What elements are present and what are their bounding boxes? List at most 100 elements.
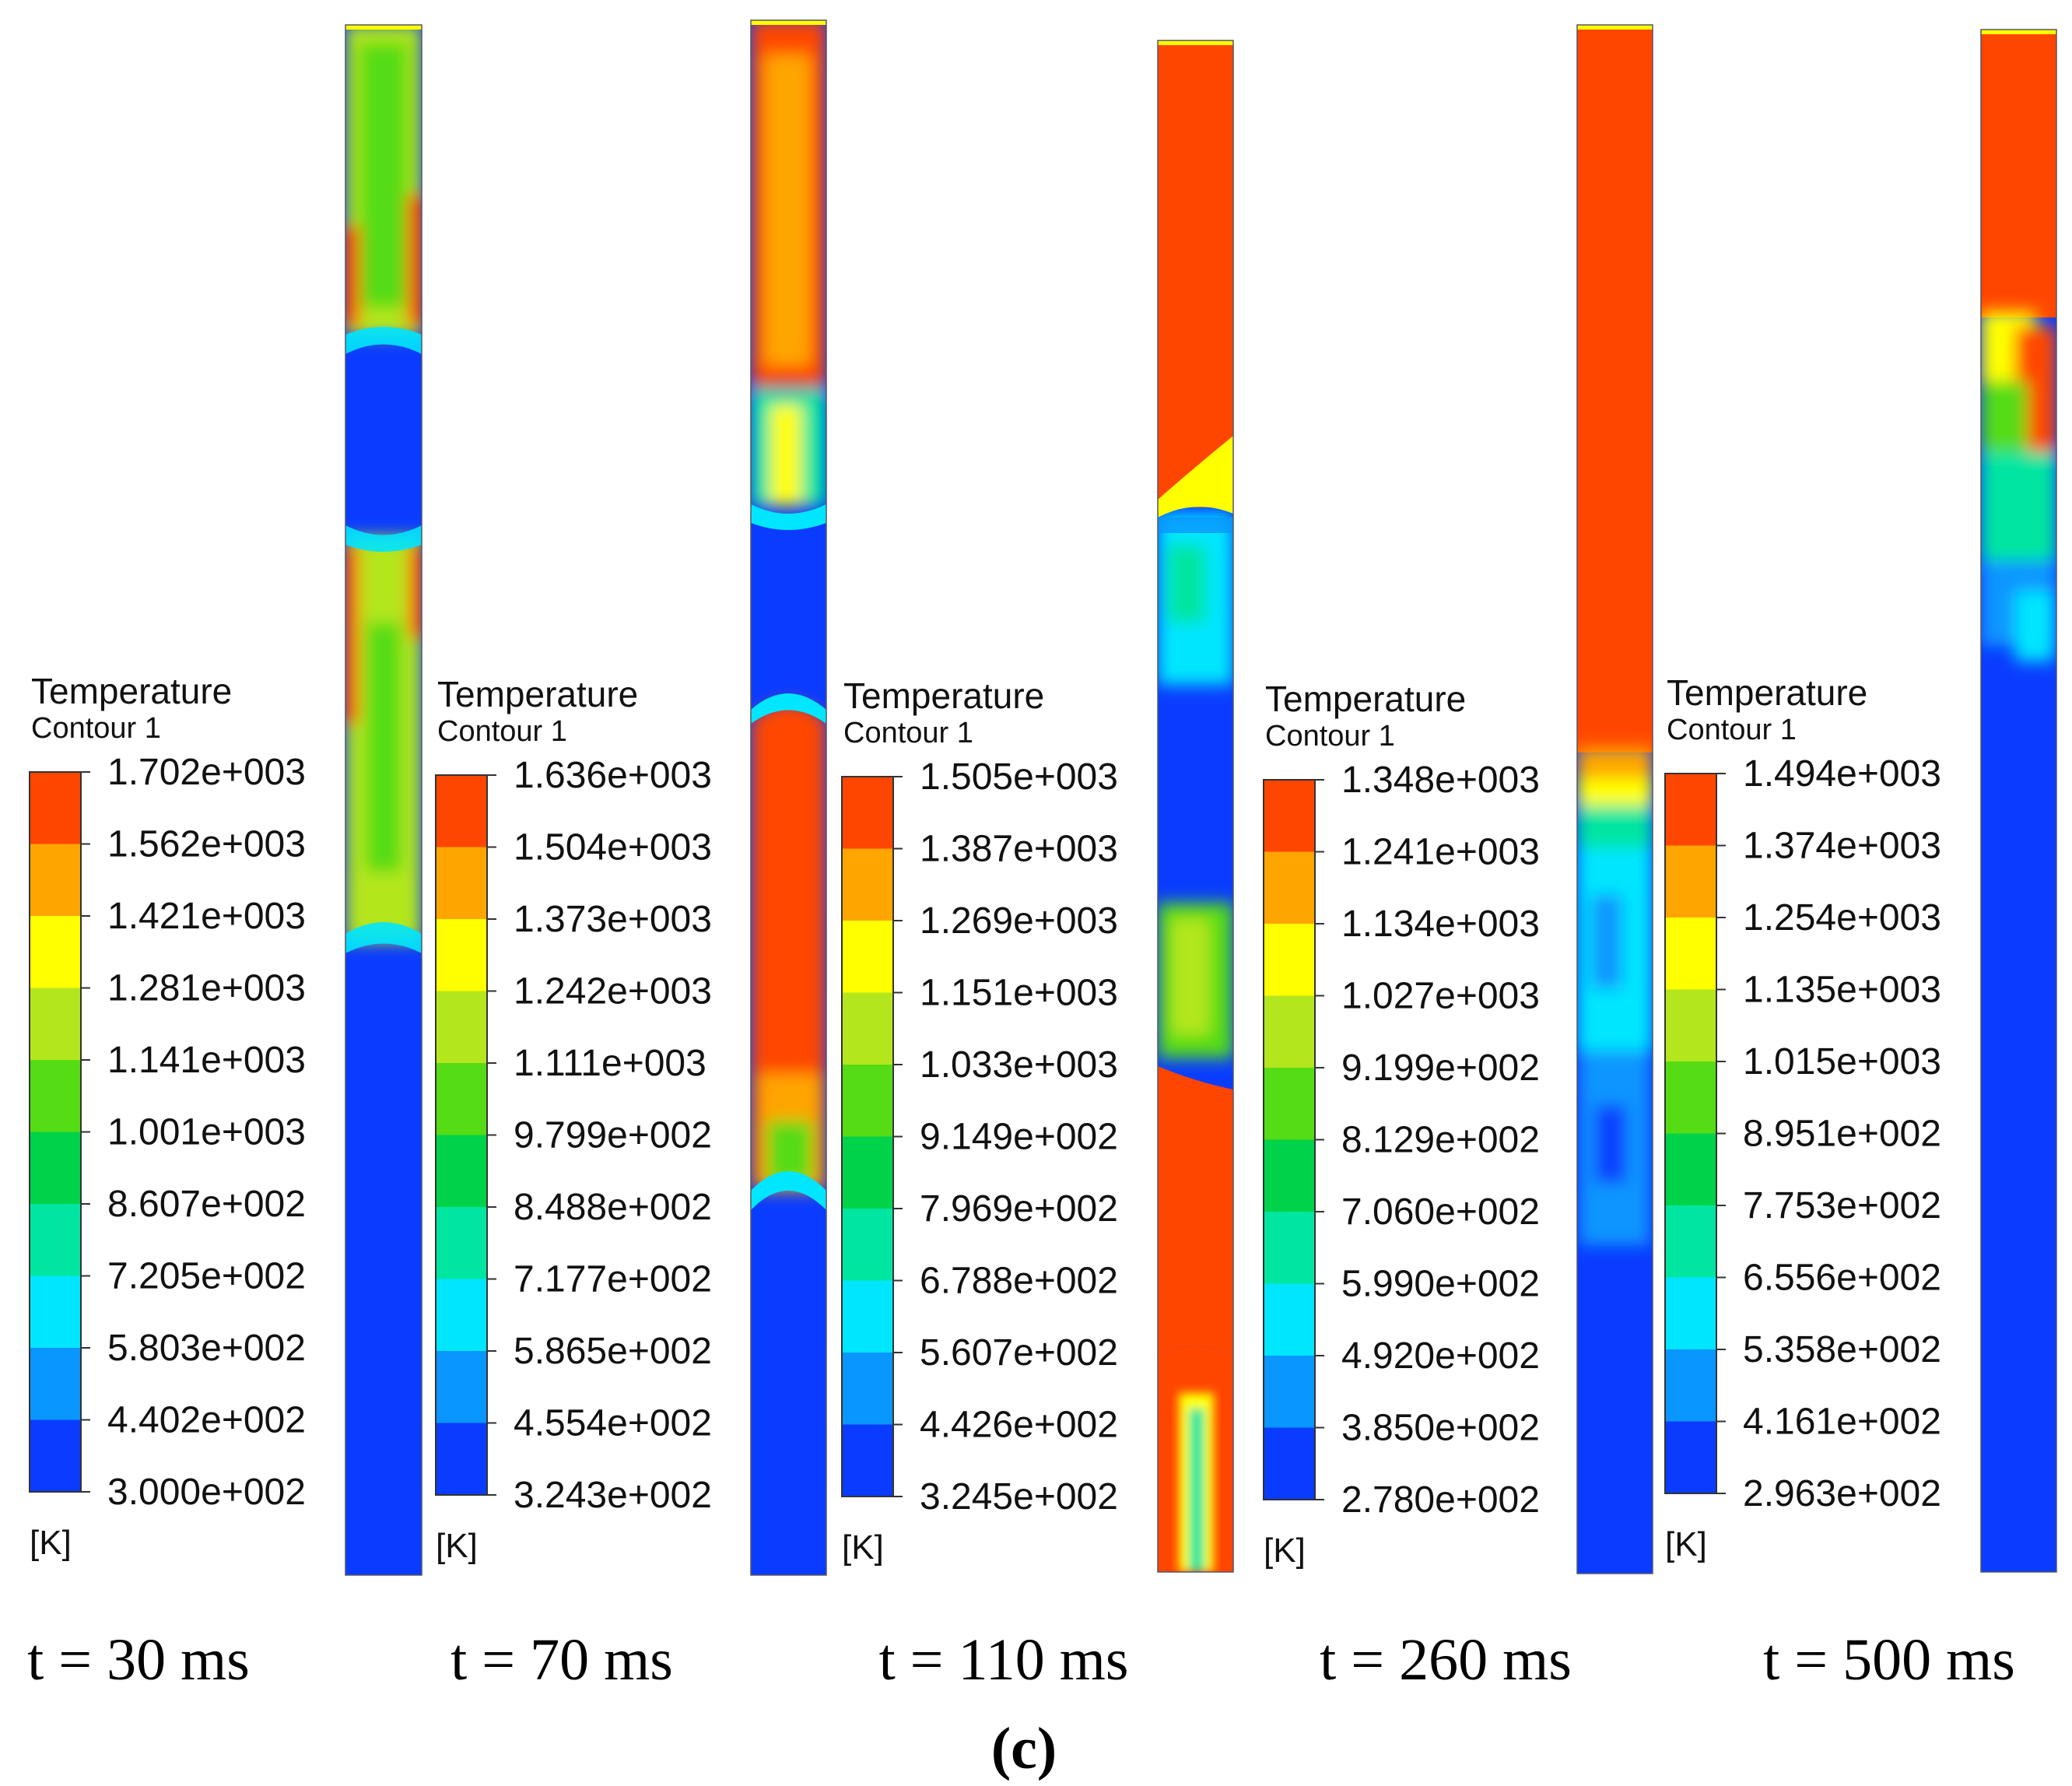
legend-level-label: 1.636e+003 bbox=[514, 755, 712, 796]
legend-level-label: 1.242e+003 bbox=[514, 971, 712, 1012]
figure-label: (c) bbox=[991, 1716, 1057, 1781]
legend-level-label: 3.243e+002 bbox=[514, 1475, 712, 1516]
legend-swatch bbox=[1665, 774, 1716, 846]
legend-level-label: 1.135e+003 bbox=[1743, 970, 1941, 1011]
legend-level-label: 9.799e+002 bbox=[514, 1115, 712, 1156]
legend-swatch bbox=[30, 844, 81, 917]
legend-level-label: 7.177e+002 bbox=[514, 1259, 712, 1300]
legend-swatch bbox=[842, 848, 893, 921]
legend-title: Temperature bbox=[843, 675, 1044, 716]
legend-swatch bbox=[436, 847, 487, 920]
legend-swatch bbox=[1665, 1133, 1716, 1206]
legend-level-label: 2.780e+002 bbox=[1341, 1479, 1540, 1521]
legend-swatch bbox=[30, 988, 81, 1061]
legend-swatch bbox=[1264, 1283, 1315, 1356]
legend-swatch bbox=[842, 1424, 893, 1497]
contour-column-1 bbox=[345, 25, 422, 1575]
legend-level-label: 1.494e+003 bbox=[1743, 753, 1941, 795]
legend-unit: [K] bbox=[1665, 1525, 1707, 1563]
legend-swatch bbox=[436, 1351, 487, 1423]
legend-subtitle: Contour 1 bbox=[1265, 720, 1395, 753]
legend-swatch bbox=[842, 1065, 893, 1137]
legend-swatch bbox=[1665, 989, 1716, 1062]
legend-swatch bbox=[30, 1419, 81, 1493]
legend-level-label: 7.205e+002 bbox=[107, 1256, 306, 1297]
contour-column-2 bbox=[751, 20, 826, 1575]
legend-swatch bbox=[842, 921, 893, 993]
legend-level-label: 1.151e+003 bbox=[920, 973, 1118, 1014]
contour-column-3 bbox=[1158, 40, 1233, 1572]
legend-unit: [K] bbox=[842, 1528, 884, 1567]
legend-swatch bbox=[1665, 845, 1716, 918]
legend-level-label: 1.254e+003 bbox=[1743, 897, 1941, 939]
legend-swatch bbox=[436, 991, 487, 1064]
legend-swatch bbox=[30, 1204, 81, 1276]
legend-swatch bbox=[1264, 1212, 1315, 1284]
legend-level-label: 3.850e+002 bbox=[1341, 1408, 1540, 1449]
legend-level-label: 4.554e+002 bbox=[514, 1403, 712, 1444]
contour-column-5 bbox=[1981, 30, 2056, 1572]
legend-level-label: 5.990e+002 bbox=[1341, 1264, 1540, 1305]
legend-level-label: 1.269e+003 bbox=[920, 900, 1118, 942]
time-label-3: t = 110 ms bbox=[879, 1627, 1129, 1693]
legend-swatch bbox=[436, 1279, 487, 1352]
legend-swatch bbox=[1264, 924, 1315, 996]
legend-swatch bbox=[30, 1132, 81, 1205]
legend-swatch bbox=[1264, 995, 1315, 1068]
time-label-1: t = 30 ms bbox=[27, 1627, 250, 1693]
legend-subtitle: Contour 1 bbox=[843, 717, 973, 749]
legend-level-label: 1.001e+003 bbox=[107, 1112, 306, 1153]
legend-swatch bbox=[1665, 1277, 1716, 1350]
legend-swatch bbox=[842, 1209, 893, 1281]
legend-swatch bbox=[1264, 1356, 1315, 1428]
legend-level-label: 8.488e+002 bbox=[514, 1187, 712, 1228]
legend-level-label: 1.027e+003 bbox=[1341, 976, 1540, 1017]
legend-title: Temperature bbox=[31, 671, 232, 711]
legend-swatch bbox=[1665, 1421, 1716, 1494]
legend-unit: [K] bbox=[436, 1527, 478, 1565]
legend-level-label: 1.134e+003 bbox=[1341, 904, 1540, 945]
legend-title: Temperature bbox=[1265, 679, 1466, 719]
legend-subtitle: Contour 1 bbox=[437, 715, 567, 748]
legend-swatch bbox=[1665, 1061, 1716, 1134]
legend-level-label: 1.421e+003 bbox=[107, 896, 306, 937]
legend-level-label: 1.281e+003 bbox=[107, 968, 306, 1009]
legend-swatch bbox=[1264, 1068, 1315, 1140]
legend-level-label: 7.969e+002 bbox=[920, 1188, 1118, 1230]
legend-level-label: 5.803e+002 bbox=[107, 1328, 306, 1369]
legend-level-label: 8.607e+002 bbox=[107, 1184, 306, 1225]
legend-swatch bbox=[436, 775, 487, 847]
legend-level-label: 4.426e+002 bbox=[920, 1405, 1118, 1446]
legend-level-label: 1.015e+003 bbox=[1743, 1041, 1941, 1082]
legend-swatch bbox=[30, 916, 81, 988]
legend-level-label: 1.374e+003 bbox=[1743, 826, 1941, 867]
legend-level-label: 6.556e+002 bbox=[1743, 1258, 1941, 1299]
legend-level-label: 3.245e+002 bbox=[920, 1476, 1118, 1518]
legend-level-label: 7.060e+002 bbox=[1341, 1191, 1540, 1233]
legend-swatch bbox=[1264, 1139, 1315, 1212]
legend-swatch bbox=[436, 1135, 487, 1208]
legend-swatch bbox=[842, 1353, 893, 1425]
legend-level-label: 8.951e+002 bbox=[1743, 1114, 1941, 1155]
legend-swatch bbox=[1665, 1205, 1716, 1278]
legend-level-label: 1.373e+003 bbox=[514, 899, 712, 940]
time-label-4: t = 260 ms bbox=[1320, 1627, 1572, 1693]
legend-swatch bbox=[1264, 780, 1315, 852]
legend-level-label: 1.241e+003 bbox=[1341, 832, 1540, 873]
legend-level-label: 3.000e+002 bbox=[107, 1472, 306, 1513]
legend-level-label: 1.033e+003 bbox=[920, 1044, 1118, 1086]
legend-unit: [K] bbox=[1264, 1532, 1306, 1570]
legend-level-label: 1.141e+003 bbox=[107, 1040, 306, 1081]
legend-level-label: 6.788e+002 bbox=[920, 1261, 1118, 1302]
legend-level-label: 1.562e+003 bbox=[107, 824, 306, 865]
legend-swatch bbox=[1264, 851, 1315, 925]
legend-title: Temperature bbox=[1667, 672, 1867, 713]
legend-level-label: 8.129e+002 bbox=[1341, 1120, 1540, 1161]
